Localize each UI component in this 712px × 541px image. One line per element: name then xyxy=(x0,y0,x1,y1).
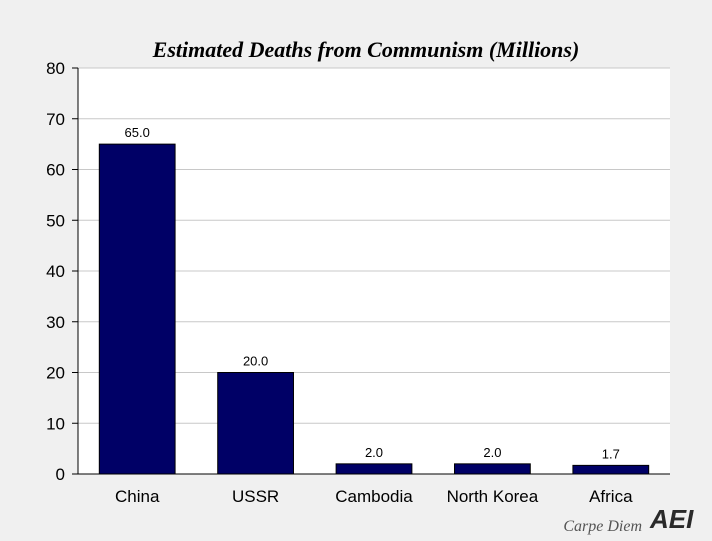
brand-text: Carpe Diem xyxy=(563,518,642,535)
y-tick-label: 20 xyxy=(46,364,65,383)
y-tick-label: 10 xyxy=(46,414,65,433)
logo-text: AEI xyxy=(649,504,694,534)
data-label: 2.0 xyxy=(483,445,501,460)
bar-africa xyxy=(572,464,650,475)
data-label: 20.0 xyxy=(243,354,268,369)
chart-title: Estimated Deaths from Communism (Million… xyxy=(152,37,580,62)
branding: Carpe Diem AEI xyxy=(563,504,694,535)
y-axis-ticks: 0 10 20 30 40 50 60 70 80 xyxy=(46,59,78,484)
bar-china xyxy=(98,143,176,475)
bar-north-korea xyxy=(454,463,531,475)
y-tick-label: 40 xyxy=(46,262,65,281)
data-label: 65.0 xyxy=(125,125,150,140)
x-category-label: China xyxy=(115,487,160,506)
x-axis-categories: China USSR Cambodia North Korea Africa xyxy=(115,487,633,506)
x-category-label: Cambodia xyxy=(335,487,413,506)
y-tick-label: 30 xyxy=(46,313,65,332)
x-category-label: USSR xyxy=(232,487,279,506)
x-category-label: North Korea xyxy=(447,487,539,506)
bar-ussr xyxy=(217,372,294,475)
data-label: 1.7 xyxy=(602,446,620,461)
y-tick-label: 0 xyxy=(56,465,65,484)
y-tick-label: 80 xyxy=(46,59,65,78)
gridlines xyxy=(78,67,670,424)
data-label: 2.0 xyxy=(365,445,383,460)
y-tick-label: 60 xyxy=(46,161,65,180)
x-category-label: Africa xyxy=(589,487,633,506)
bar-cambodia xyxy=(335,463,413,475)
data-labels: 65.0 20.0 2.0 2.0 1.7 xyxy=(125,125,620,461)
y-tick-label: 70 xyxy=(46,110,65,129)
y-tick-label: 50 xyxy=(46,211,65,230)
aei-logo-icon: AEI xyxy=(649,504,694,534)
